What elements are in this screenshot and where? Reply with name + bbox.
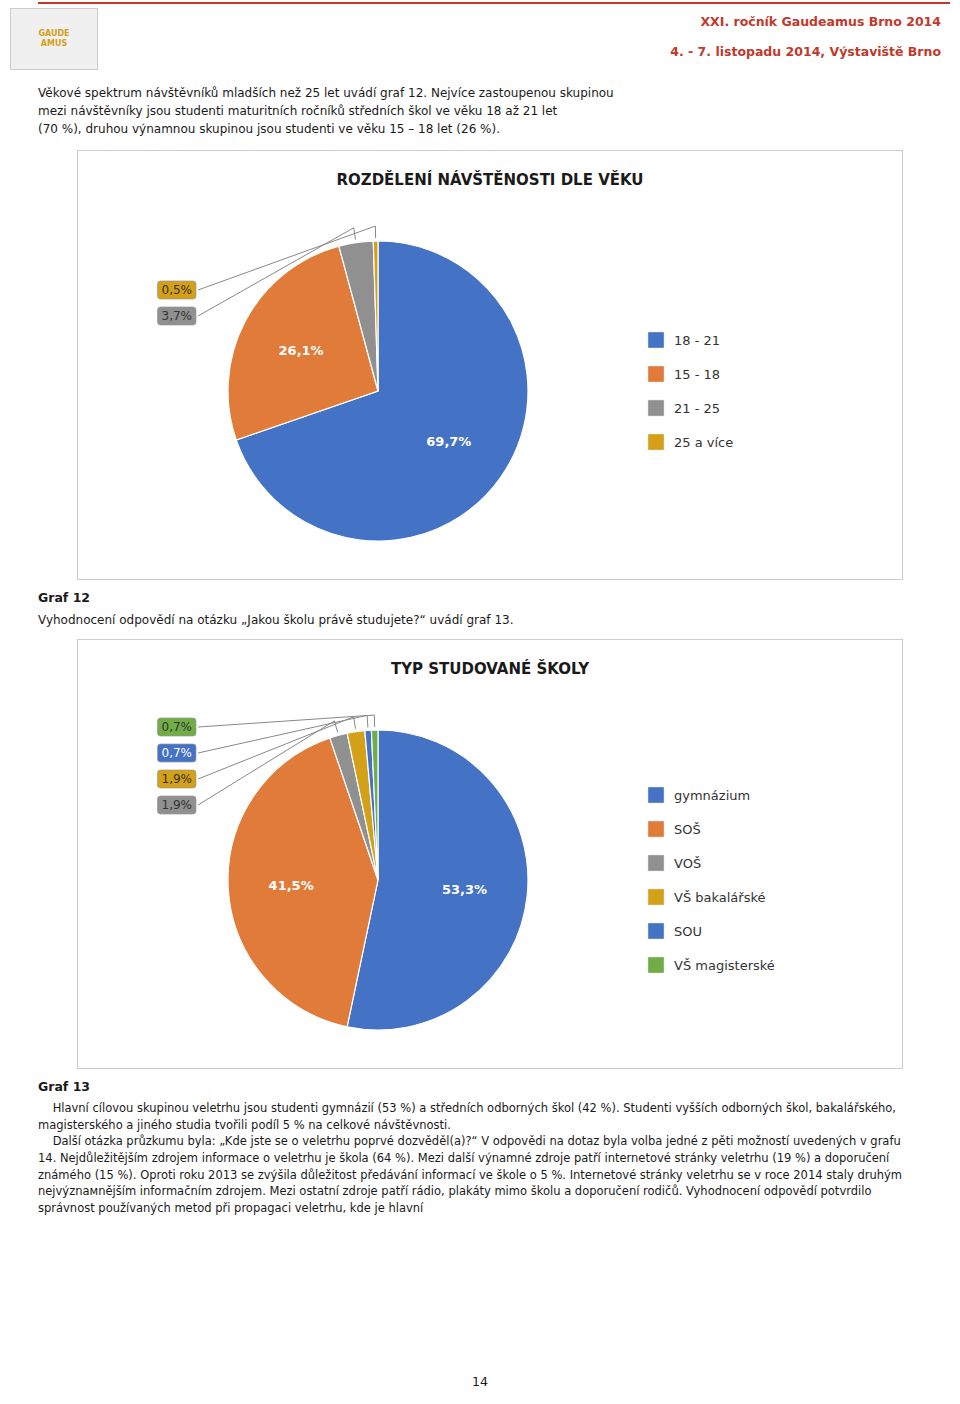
label-background [158,281,197,299]
caption: Graf 12 [38,590,922,605]
body-text: Hlavní cílovou skupinou veletrhu jsou st… [38,1100,922,1217]
legend-swatch [648,889,664,905]
legend-entry: 15 - 18 [674,367,720,382]
page-number: 14 [0,1374,960,1389]
data-label: 41,5% [269,878,314,893]
data-labels: 69,7% 26,1% 0,5% 3,7% [158,226,472,449]
pie-slice [347,731,378,880]
chart-title: TYP STUDOVANÉ ŠKOLY [391,659,590,678]
legend-swatch [648,434,664,450]
data-label: 0,5% [162,283,193,297]
data-label-box: 1,9% [158,796,197,814]
legend-entry: SOŠ [674,822,701,837]
legend: gymnázium SOŠ VOŠ VŠ bakalářské SOU VŠ magist… [648,787,775,973]
legend-entry: 18 - 21 [674,333,720,348]
header: GAUDE AMUS XXI. ročník Gaudeamus Brno 20… [0,0,960,74]
pie-slice [365,730,378,880]
chart-title: ROZDĚLENÍ NÁVŠTĚNOSTI DLE VĚKU [336,170,643,189]
pie-slice [373,241,378,391]
data-label-box: 0,5% [158,281,197,299]
legend-swatch [648,923,664,939]
caption-block: Graf 12 Vyhodnocení odpovědí na otázku „… [38,590,922,627]
data-label: 0,7% [162,746,193,760]
header-title: XXI. ročník Gaudeamus Brno 2014 [700,14,941,29]
legend-swatch [648,957,664,973]
label-background [158,744,197,762]
caption-block: Graf 13 Hlavní cílovou skupinou veletrhu… [38,1079,922,1217]
leader-line [198,715,375,727]
legend-swatch [648,400,664,416]
legend-entry: VOŠ [674,856,701,871]
legend-swatch [648,855,664,871]
data-label: 1,9% [162,798,193,812]
header-subtitle: 4. - 7. listopadu 2014, Výstaviště Brno [670,44,941,59]
legend-entry: gymnázium [674,788,750,803]
data-label: 69,7% [426,434,471,449]
data-label-box: 1,9% [158,770,197,788]
page: {"chart_data": [ {"type": "pie", "title"… [0,0,960,1404]
leader-line [198,228,355,316]
label-background [158,796,197,814]
legend-swatch [648,366,664,382]
chart-box: TYP STUDOVANÉ ŠKOLY 53,3% 41,5% 0,7% 0,7% 1,9… [77,639,903,1069]
pie-slice [371,730,378,880]
intro-text: Věkové spektrum návštěvníků mladších než… [38,84,922,138]
slices [228,730,528,1030]
data-label-box: 0,7% [158,718,197,736]
pie-slice [339,241,378,391]
legend-entry: 25 a více [674,435,733,450]
caption: Graf 13 [38,1079,922,1094]
pie-chart: ROZDĚLENÍ NÁVŠTĚNOSTI DLE VĚKU 69,7% 26,1%… [78,151,902,579]
data-label-box: 3,7% [158,307,197,325]
legend-swatch [648,821,664,837]
leader-line [198,717,355,779]
legend-swatch [648,332,664,348]
slices [228,241,528,541]
legend-entry: VŠ magisterské [674,958,775,973]
pie-chart: TYP STUDOVANÉ ŠKOLY 53,3% 41,5% 0,7% 0,7% 1,9… [78,640,902,1068]
legend-entry: VŠ bakalářské [674,890,766,905]
data-label: 1,9% [162,772,193,786]
label-background [158,307,197,325]
leader-line [198,721,338,805]
chart-box: ROZDĚLENÍ NÁVŠTĚNOSTI DLE VĚKU 69,7% 26,1%… [77,150,903,580]
header-rule [38,2,950,4]
data-labels: 53,3% 41,5% 0,7% 0,7% 1,9% 1,9% [158,715,488,896]
caption-text: Vyhodnocení odpovědí na otázku „Jakou šk… [38,613,922,627]
legend-entry: SOU [674,924,702,939]
logo: GAUDE AMUS [10,8,98,70]
legend: 18 - 21 15 - 18 21 - 25 25 a více [648,332,733,450]
label-background [158,718,197,736]
data-label-box: 0,7% [158,744,197,762]
data-label: 26,1% [279,343,324,358]
data-label: 53,3% [442,882,487,897]
legend-entry: 21 - 25 [674,401,720,416]
label-background [158,770,197,788]
legend-swatch [648,787,664,803]
data-label: 3,7% [162,309,193,323]
data-label: 0,7% [162,720,193,734]
leader-line [198,226,376,290]
